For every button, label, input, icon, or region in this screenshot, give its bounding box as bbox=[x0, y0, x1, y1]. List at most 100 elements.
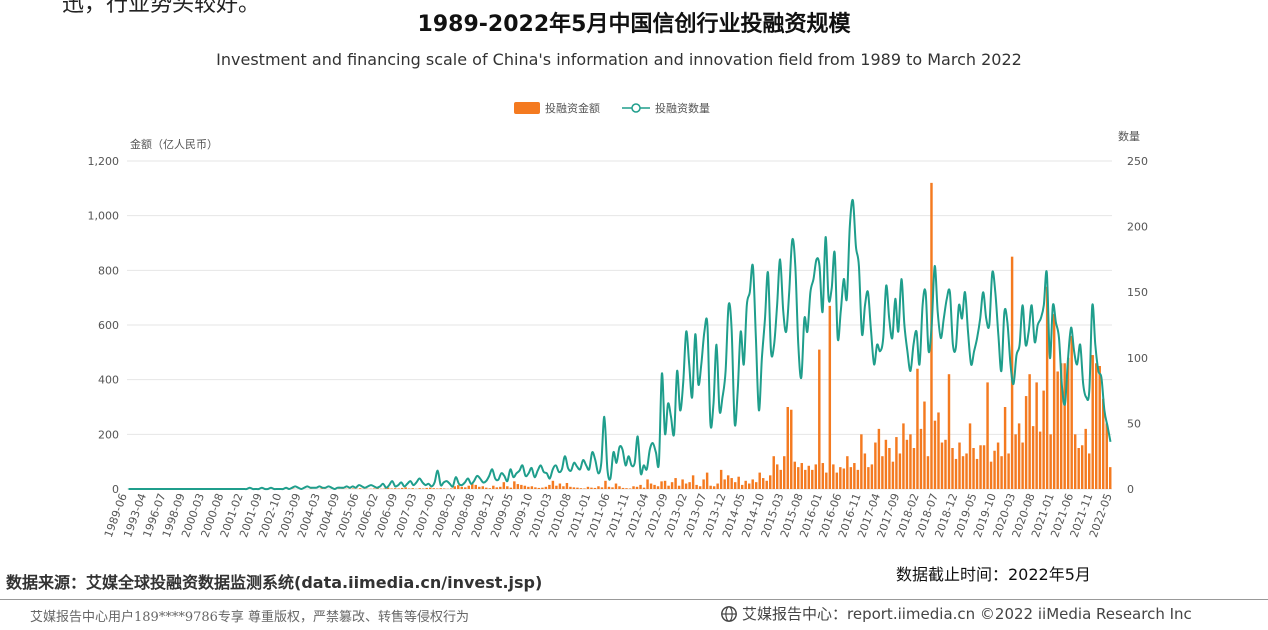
chart-title: 1989-2022年5月中国信创行业投融资规模 bbox=[417, 12, 851, 37]
amount-bar bbox=[555, 485, 558, 489]
amount-bar bbox=[926, 456, 930, 489]
amount-bar bbox=[821, 463, 825, 489]
amount-bar bbox=[460, 486, 463, 489]
amount-bar bbox=[832, 464, 835, 489]
amount-bar bbox=[846, 456, 849, 489]
left-tick-label: 1,000 bbox=[88, 210, 120, 223]
amount-bar bbox=[965, 453, 968, 489]
amount-bar bbox=[968, 423, 972, 489]
amount-bar bbox=[428, 487, 432, 489]
amount-bar bbox=[874, 442, 877, 489]
amount-bar bbox=[1028, 374, 1031, 489]
amount-bar bbox=[719, 469, 723, 489]
amount-bar bbox=[1066, 357, 1070, 489]
amount-bar bbox=[961, 456, 965, 489]
amount-bar bbox=[663, 480, 667, 489]
amount-bar bbox=[691, 475, 695, 489]
amount-bar bbox=[562, 486, 565, 489]
amount-bar bbox=[860, 434, 863, 489]
amount-bar bbox=[888, 448, 891, 489]
footer-brand-text: 艾媒报告中心：report.iimedia.cn ©2022 iiMedia R… bbox=[742, 605, 1192, 623]
amount-bar bbox=[902, 423, 905, 489]
amount-bar bbox=[670, 482, 674, 489]
amount-bar bbox=[583, 488, 586, 489]
amount-bar bbox=[453, 486, 456, 489]
right-axis-title: 数量 bbox=[1118, 130, 1140, 143]
amount-bar bbox=[358, 488, 362, 489]
amount-bar bbox=[989, 461, 993, 489]
amount-bar bbox=[418, 488, 421, 489]
amount-bar bbox=[1070, 335, 1073, 489]
amount-bar bbox=[1102, 398, 1105, 489]
footer-brand[interactable]: 艾媒报告中心：report.iimedia.cn ©2022 iiMedia R… bbox=[720, 603, 1192, 624]
amount-bar bbox=[471, 483, 474, 489]
amount-bar bbox=[604, 480, 607, 489]
amount-bar bbox=[800, 463, 803, 489]
amount-bar bbox=[730, 478, 733, 489]
amount-bar bbox=[1052, 314, 1056, 489]
amount-bar bbox=[905, 439, 909, 489]
amount-bar bbox=[656, 486, 660, 489]
amount-bar bbox=[947, 374, 951, 489]
amount-bar bbox=[1059, 363, 1063, 489]
legend-line-marker bbox=[631, 103, 641, 113]
amount-bar bbox=[804, 469, 807, 489]
amount-bar bbox=[702, 479, 705, 489]
source-note: 数据来源：艾媒全球投融资数据监测系统(data.iimedia.cn/inves… bbox=[6, 573, 543, 592]
footer-copyright-note: 艾媒报告中心用户189****9786专享 尊重版权，严禁篡改、转售等侵权行为 bbox=[30, 610, 470, 625]
amount-bar bbox=[769, 475, 772, 489]
amount-bar bbox=[761, 478, 765, 489]
amount-bar bbox=[492, 485, 495, 489]
amount-bar bbox=[751, 479, 754, 489]
grid-lines bbox=[127, 160, 1112, 490]
amount-bar bbox=[457, 485, 460, 489]
amount-bar bbox=[842, 468, 846, 489]
left-tick-label: 0 bbox=[112, 483, 119, 496]
amount-bar bbox=[527, 486, 530, 489]
legend-count-label: 投融资数量 bbox=[655, 101, 710, 115]
amount-bar bbox=[551, 480, 555, 489]
amount-bar bbox=[740, 484, 744, 489]
left-tick-label: 1,200 bbox=[88, 155, 120, 168]
amount-bar bbox=[544, 486, 548, 489]
amount-bar bbox=[534, 487, 537, 489]
amount-bar bbox=[481, 486, 485, 489]
amount-bar bbox=[667, 485, 670, 489]
amount-bar bbox=[397, 488, 400, 489]
amount-bar bbox=[523, 485, 527, 489]
legend-bar-swatch bbox=[514, 102, 540, 114]
amount-bar bbox=[951, 448, 954, 489]
amount-bar bbox=[450, 488, 453, 489]
amount-bar bbox=[495, 487, 499, 489]
amount-bar bbox=[590, 487, 593, 489]
amount-bar bbox=[1105, 423, 1108, 489]
amount-bar bbox=[726, 475, 730, 489]
amount-bar bbox=[881, 456, 884, 489]
amount-bar bbox=[856, 469, 860, 489]
amount-bar bbox=[1031, 426, 1035, 489]
amount-bar bbox=[716, 483, 719, 489]
amount-bar bbox=[1098, 366, 1101, 489]
amount-bar bbox=[972, 448, 975, 489]
amount-bar bbox=[765, 480, 768, 489]
chart-area: 投融资金额 投融资数量 金额（亿人民币） 数量 0 200 400 600 800 1,0… bbox=[88, 101, 1149, 539]
amount-bar bbox=[579, 488, 583, 489]
amount-bar bbox=[698, 486, 702, 489]
amount-bar bbox=[975, 458, 979, 489]
amount-bar bbox=[404, 487, 407, 489]
amount-bar bbox=[733, 482, 737, 489]
bar-series bbox=[267, 182, 1112, 489]
amount-bar bbox=[1080, 445, 1084, 489]
amount-bar bbox=[537, 487, 541, 489]
amount-bar bbox=[513, 481, 516, 489]
chart-legend: 投融资金额 投融资数量 bbox=[514, 101, 710, 115]
amount-bar bbox=[1024, 396, 1028, 489]
amount-bar bbox=[825, 472, 828, 489]
count-line bbox=[128, 198, 1112, 491]
amount-bar bbox=[709, 485, 712, 489]
amount-bar bbox=[625, 488, 628, 489]
amount-bar bbox=[1045, 286, 1049, 489]
footer-divider bbox=[0, 599, 1268, 600]
amount-bar bbox=[684, 483, 688, 489]
amount-bar bbox=[737, 476, 740, 489]
